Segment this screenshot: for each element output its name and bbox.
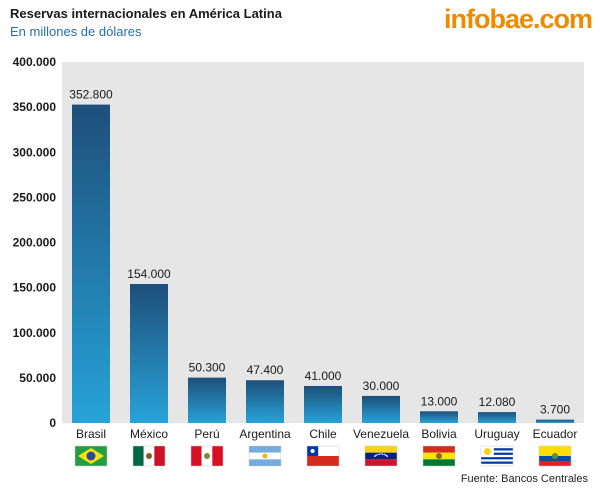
x-tick-label: Uruguay	[474, 427, 519, 441]
bar	[536, 419, 574, 423]
uruguay-flag	[480, 445, 514, 467]
bar	[362, 395, 400, 423]
x-tick-label: Venezuela	[353, 427, 409, 441]
y-tick-label: 400.000	[13, 55, 57, 69]
venezuela-flag	[364, 445, 398, 467]
y-tick-label: 0	[49, 416, 56, 430]
x-tick-label: Ecuador	[533, 427, 578, 441]
y-tick-label: 50.000	[19, 371, 56, 385]
ecuador-flag	[538, 445, 572, 467]
chart-title: Reservas internacionales en América Lati…	[10, 6, 282, 21]
x-tick-label: Chile	[309, 427, 337, 441]
data-label: 30.000	[363, 379, 400, 393]
bar	[304, 385, 342, 423]
x-tick-label: Perú	[194, 427, 219, 441]
y-tick-label: 100.000	[13, 326, 57, 340]
data-label: 13.000	[421, 394, 458, 408]
bar	[130, 284, 168, 423]
bar	[478, 412, 516, 423]
data-label: 47.400	[247, 363, 284, 377]
y-tick-label: 250.000	[13, 190, 57, 204]
chile-flag	[306, 445, 340, 467]
bar	[420, 411, 458, 423]
data-label: 352.800	[69, 88, 113, 102]
x-tick-label: Brasil	[76, 427, 106, 441]
x-tick-label: Bolivia	[421, 427, 457, 441]
y-tick-label: 300.000	[13, 145, 57, 159]
peru-flag	[190, 445, 224, 467]
y-tick-label: 200.000	[13, 236, 57, 250]
argentina-flag	[248, 445, 282, 467]
data-label: 41.000	[305, 369, 342, 383]
bar	[246, 380, 284, 423]
brazil-flag	[74, 445, 108, 467]
data-label: 3.700	[540, 403, 570, 417]
source-note: Fuente: Bancos Centrales	[460, 473, 588, 485]
bar	[188, 377, 226, 423]
mexico-flag	[132, 445, 166, 467]
infobae-logo: infobae.com	[443, 4, 593, 34]
x-tick-label: México	[130, 427, 168, 441]
data-label: 12.080	[479, 395, 516, 409]
bolivia-flag	[422, 445, 456, 467]
y-tick-label: 350.000	[13, 100, 57, 114]
chart-subtitle: En millones de dólares	[10, 24, 142, 39]
data-label: 154.000	[127, 267, 171, 281]
data-label: 50.300	[189, 361, 226, 375]
x-tick-label: Argentina	[239, 427, 291, 441]
y-tick-label: 150.000	[13, 281, 57, 295]
bar	[72, 104, 110, 424]
